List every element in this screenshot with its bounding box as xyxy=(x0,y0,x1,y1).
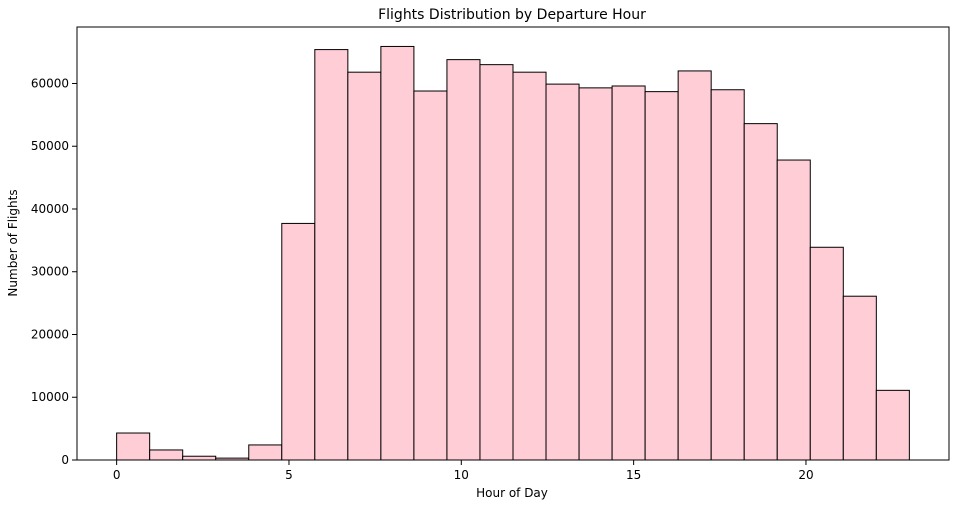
y-tick-label: 50000 xyxy=(31,139,69,153)
histogram-bar xyxy=(611,85,646,461)
histogram-bar xyxy=(743,123,778,461)
histogram-bar xyxy=(776,159,811,461)
x-axis-ticks: 0 5 10 15 20 xyxy=(113,460,814,482)
histogram-bar xyxy=(644,91,679,461)
y-axis-ticks: 0 10000 20000 30000 40000 50000 60000 xyxy=(31,76,77,467)
y-tick-label: 40000 xyxy=(31,202,69,216)
plot-frame xyxy=(76,26,950,461)
bars-group xyxy=(116,45,910,461)
histogram-bar xyxy=(545,83,580,461)
x-tick-label: 20 xyxy=(798,468,813,482)
y-tick-label: 10000 xyxy=(31,390,69,404)
histogram-bar xyxy=(314,49,349,461)
chart-title: Flights Distribution by Departure Hour xyxy=(378,7,646,23)
histogram-bar xyxy=(380,45,415,461)
y-tick-label: 0 xyxy=(61,453,69,467)
histogram-bar xyxy=(479,64,514,461)
histogram-bar xyxy=(710,89,745,461)
y-tick-label: 60000 xyxy=(31,76,69,90)
histogram-bar xyxy=(512,71,547,461)
x-tick-label: 10 xyxy=(454,468,469,482)
histogram-bar xyxy=(809,246,844,461)
y-axis-label: Number of Flights xyxy=(6,189,20,296)
x-tick-label: 0 xyxy=(113,468,121,482)
histogram-bar xyxy=(413,90,448,461)
histogram-bar xyxy=(182,455,217,461)
histogram-bar xyxy=(347,71,382,461)
histogram-bar xyxy=(446,59,481,461)
histogram-bar xyxy=(281,222,316,461)
histogram-bar xyxy=(677,70,712,461)
histogram-bar xyxy=(149,449,184,461)
histogram-bar xyxy=(578,87,613,461)
x-axis-label: Hour of Day xyxy=(476,486,548,500)
y-tick-label: 20000 xyxy=(31,327,69,341)
histogram-bar xyxy=(842,295,877,461)
histogram-bar xyxy=(248,444,283,461)
histogram-bar xyxy=(116,432,151,461)
y-tick-label: 30000 xyxy=(31,265,69,279)
x-tick-label: 5 xyxy=(285,468,293,482)
histogram-bar xyxy=(875,389,910,461)
x-tick-label: 15 xyxy=(626,468,641,482)
